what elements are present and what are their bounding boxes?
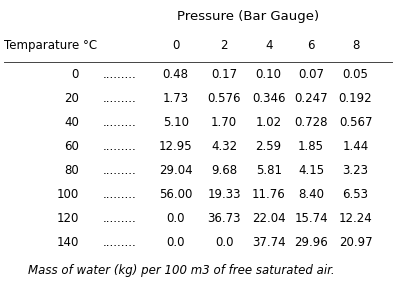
Text: 0.247: 0.247 — [294, 92, 328, 105]
Text: 1.02: 1.02 — [256, 116, 282, 129]
Text: 0.0: 0.0 — [215, 236, 234, 249]
Text: 8.40: 8.40 — [298, 188, 324, 201]
Text: 0: 0 — [172, 39, 179, 52]
Text: 3.23: 3.23 — [343, 164, 368, 177]
Text: .........: ......... — [103, 116, 137, 129]
Text: 0.728: 0.728 — [295, 116, 328, 129]
Text: 15.74: 15.74 — [294, 212, 328, 225]
Text: 0.567: 0.567 — [339, 116, 372, 129]
Text: .........: ......... — [103, 188, 137, 201]
Text: 56.00: 56.00 — [159, 188, 192, 201]
Text: 60: 60 — [64, 140, 79, 153]
Text: 0.576: 0.576 — [208, 92, 241, 105]
Text: 100: 100 — [57, 188, 79, 201]
Text: 4: 4 — [265, 39, 272, 52]
Text: 36.73: 36.73 — [208, 212, 241, 225]
Text: 0: 0 — [72, 68, 79, 81]
Text: 6.53: 6.53 — [343, 188, 368, 201]
Text: 0.07: 0.07 — [298, 68, 324, 81]
Text: 12.24: 12.24 — [339, 212, 372, 225]
Text: 4.15: 4.15 — [298, 164, 324, 177]
Text: .........: ......... — [103, 164, 137, 177]
Text: 120: 120 — [57, 212, 79, 225]
Text: Pressure (Bar Gauge): Pressure (Bar Gauge) — [177, 10, 320, 23]
Text: 0.10: 0.10 — [256, 68, 282, 81]
Text: 6: 6 — [307, 39, 315, 52]
Text: .........: ......... — [103, 68, 137, 81]
Text: 22.04: 22.04 — [252, 212, 286, 225]
Text: 29.96: 29.96 — [294, 236, 328, 249]
Text: 29.04: 29.04 — [159, 164, 193, 177]
Text: 0.48: 0.48 — [163, 68, 189, 81]
Text: 11.76: 11.76 — [252, 188, 286, 201]
Text: 0.346: 0.346 — [252, 92, 285, 105]
Text: 5.81: 5.81 — [256, 164, 282, 177]
Text: 2.59: 2.59 — [256, 140, 282, 153]
Text: 8: 8 — [352, 39, 359, 52]
Text: 5.10: 5.10 — [163, 116, 189, 129]
Text: 4.32: 4.32 — [211, 140, 237, 153]
Text: 1.73: 1.73 — [163, 92, 189, 105]
Text: .........: ......... — [103, 212, 137, 225]
Text: 19.33: 19.33 — [208, 188, 241, 201]
Text: 12.95: 12.95 — [159, 140, 193, 153]
Text: 0.192: 0.192 — [339, 92, 372, 105]
Text: 9.68: 9.68 — [211, 164, 237, 177]
Text: 0.05: 0.05 — [343, 68, 368, 81]
Text: 140: 140 — [57, 236, 79, 249]
Text: .........: ......... — [103, 140, 137, 153]
Text: 40: 40 — [64, 116, 79, 129]
Text: 0.0: 0.0 — [166, 236, 185, 249]
Text: 1.44: 1.44 — [343, 140, 368, 153]
Text: 37.74: 37.74 — [252, 236, 286, 249]
Text: 1.85: 1.85 — [298, 140, 324, 153]
Text: 0.17: 0.17 — [211, 68, 237, 81]
Text: .........: ......... — [103, 236, 137, 249]
Text: 0.0: 0.0 — [166, 212, 185, 225]
Text: 20: 20 — [64, 92, 79, 105]
Text: 2: 2 — [221, 39, 228, 52]
Text: 80: 80 — [64, 164, 79, 177]
Text: .........: ......... — [103, 92, 137, 105]
Text: Mass of water (kg) per 100 m3 of free saturated air.: Mass of water (kg) per 100 m3 of free sa… — [28, 264, 335, 277]
Text: 20.97: 20.97 — [339, 236, 372, 249]
Text: Temparature °C: Temparature °C — [4, 39, 97, 52]
Text: 1.70: 1.70 — [211, 116, 237, 129]
